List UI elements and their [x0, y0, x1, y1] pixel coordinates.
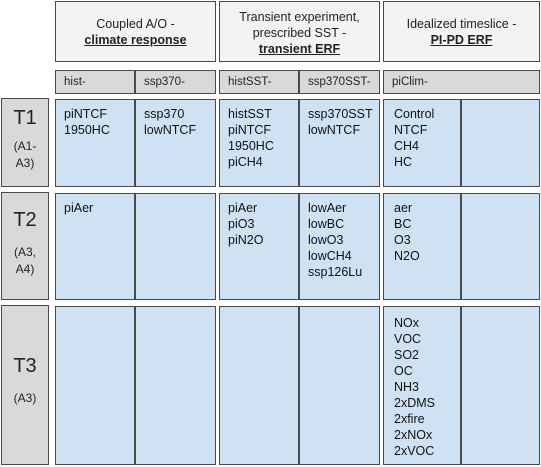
cell-t2-ssp370sst: lowAer lowBC lowO3 lowCH4 ssp126Lu: [299, 193, 380, 300]
experiment-label: BC: [394, 217, 412, 231]
experiment-label: ssp370: [144, 107, 185, 121]
header-idealized-line2: PI-PD ERF: [430, 33, 493, 47]
experiment-label: NH3: [394, 380, 420, 394]
header-coupled: Coupled A/O - climate response: [55, 1, 216, 62]
row-label-t1: T1 (A1- A3): [1, 98, 49, 187]
experiment-label: 1950HC: [64, 123, 110, 137]
experiment-label: 2xfire: [394, 412, 425, 426]
subheader-histsst: histSST-: [219, 70, 299, 94]
tier-sub-t3-1: (A3): [13, 391, 37, 405]
experiment-label: ssp370SST: [308, 107, 373, 121]
tier-label-t3: T3: [13, 355, 37, 377]
header-transient-line3: transient ERF: [258, 42, 341, 56]
cell-t3-ssp370: [135, 306, 216, 465]
cell-t2-ssp370: [135, 193, 216, 300]
experiment-label: 2xNOx: [394, 428, 433, 442]
subheader-ssp370: ssp370-: [135, 70, 216, 94]
experiment-label: NTCF: [394, 123, 428, 137]
cell-t1-histsst: histSST piNTCF 1950HC piCH4: [219, 99, 299, 187]
header-transient-line2: prescribed SST -: [252, 26, 347, 40]
experiment-label: 2xDMS: [394, 396, 435, 410]
cell-t3-piclim-extra: [461, 306, 540, 465]
experiment-label: histSST: [228, 107, 272, 121]
cell-t2-histsst: piAer piO3 piN2O: [219, 193, 299, 300]
experiment-label: O3: [394, 233, 411, 247]
experiment-label: lowBC: [308, 217, 345, 231]
tier-sub-t1-2: A3): [15, 156, 35, 170]
tier-sub-t1-1: (A1-: [13, 139, 37, 153]
header-coupled-line1: Coupled A/O -: [96, 17, 175, 31]
experiment-label: 2xVOC: [394, 444, 435, 458]
experiment-label: piCH4: [228, 155, 263, 169]
subheader-hist: hist-: [55, 70, 135, 94]
experiment-label: NOx: [394, 316, 419, 330]
experiment-label: lowCH4: [308, 249, 352, 263]
cell-t1-hist: piNTCF 1950HC: [55, 99, 135, 187]
cell-t3-ssp370sst: [299, 306, 380, 465]
experiment-label: aer: [394, 201, 413, 215]
header-transient: Transient experiment, prescribed SST - t…: [219, 1, 380, 62]
cell-t1-ssp370sst: ssp370SST lowNTCF: [299, 99, 380, 187]
experiment-label: 1950HC: [228, 139, 274, 153]
cell-t2-piclim: aer BC O3 N2O: [383, 193, 461, 300]
header-transient-line1: Transient experiment,: [239, 10, 360, 24]
experiment-label: piAer: [228, 201, 258, 215]
cell-t3-hist: [55, 306, 135, 465]
experiment-label: Control: [394, 107, 435, 121]
experiment-label: lowO3: [308, 233, 344, 247]
experiment-label: piAer: [64, 201, 94, 215]
experiment-label: piNTCF: [228, 123, 272, 137]
tier-label-t1: T1: [13, 107, 37, 129]
experiment-label: piN2O: [228, 233, 264, 247]
experiment-label: CH4: [394, 139, 420, 153]
cell-t2-piclim-extra: [461, 193, 540, 300]
experiment-label: piO3: [228, 217, 255, 231]
header-coupled-line2: climate response: [84, 33, 187, 47]
header-idealized-line1: Idealized timeslice -: [406, 17, 517, 31]
experiment-label: SO2: [394, 348, 420, 362]
experiment-label: ssp126Lu: [308, 265, 363, 279]
tier-sub-t2-1: (A3,: [13, 245, 36, 259]
experiment-label: lowAer: [308, 201, 347, 215]
experiment-label: HC: [394, 155, 413, 169]
cell-t3-histsst: [219, 306, 299, 465]
cell-t3-piclim: NOx VOC SO2 OC NH3 2xDMS 2xfire 2xNOx 2x…: [383, 306, 461, 465]
cell-t1-piclim: Control NTCF CH4 HC: [383, 99, 461, 187]
row-label-t3: T3 (A3): [1, 305, 49, 465]
tier-label-t2: T2: [13, 209, 37, 231]
row-label-t2: T2 (A3, A4): [1, 192, 49, 300]
experiment-label: lowNTCF: [308, 123, 361, 137]
cell-t2-hist: piAer: [55, 193, 135, 300]
subheader-piclim: piClim-: [383, 70, 540, 94]
subheader-ssp370sst: ssp370SST-: [299, 70, 380, 94]
experiment-label: N2O: [394, 249, 420, 263]
experiment-label: VOC: [394, 332, 422, 346]
tier-sub-t2-2: A4): [15, 262, 35, 276]
experiment-label: lowNTCF: [144, 123, 197, 137]
header-idealized: Idealized timeslice - PI-PD ERF: [383, 1, 540, 62]
cell-t1-piclim-extra: [461, 99, 540, 187]
experiment-label: piNTCF: [64, 107, 108, 121]
cell-t1-ssp370: ssp370 lowNTCF: [135, 99, 216, 187]
experiment-label: OC: [394, 364, 413, 378]
